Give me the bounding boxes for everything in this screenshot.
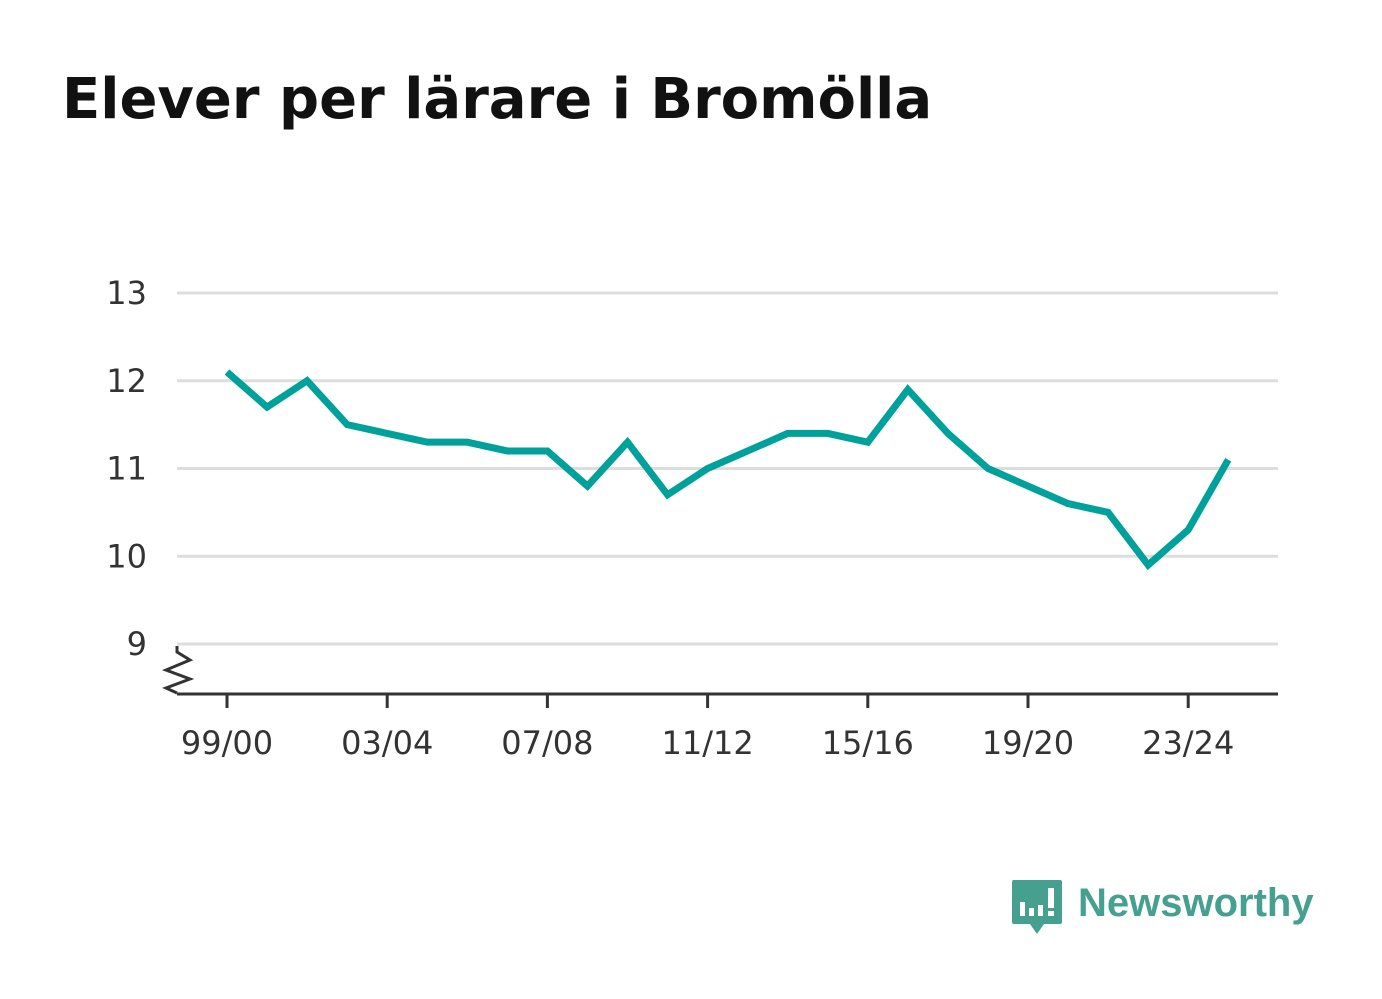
y-tick-label: 9: [127, 625, 147, 663]
x-tick-label: 11/12: [661, 724, 753, 762]
y-tick-label: 10: [106, 537, 147, 575]
x-tick-label: 07/08: [501, 724, 593, 762]
newsworthy-logo-icon: [1012, 880, 1062, 934]
y-axis-break-icon: [161, 646, 195, 695]
y-tick-label: 13: [106, 274, 147, 312]
x-tick-label: 15/16: [822, 724, 914, 762]
y-tick-label: 11: [106, 450, 147, 488]
x-tick-label: 19/20: [982, 724, 1074, 762]
axes: 9 10 11 12 13 99/00 03/04 07/08 11/12 15/16 19/20 2…: [106, 274, 1278, 762]
x-tick-label: 23/24: [1142, 724, 1234, 762]
y-tick-label: 12: [106, 362, 147, 400]
gridlines: [177, 291, 1278, 646]
series-line-0: [224, 369, 1232, 571]
x-tick-label: 99/00: [181, 724, 273, 762]
series-layer: [224, 369, 1232, 571]
brand-logo: Newsworthy: [1010, 878, 1314, 940]
chart-title: Elever per lärare i Bromölla: [62, 67, 933, 132]
brand-name: Newsworthy: [1078, 881, 1314, 925]
x-tick-label: 03/04: [341, 724, 433, 762]
